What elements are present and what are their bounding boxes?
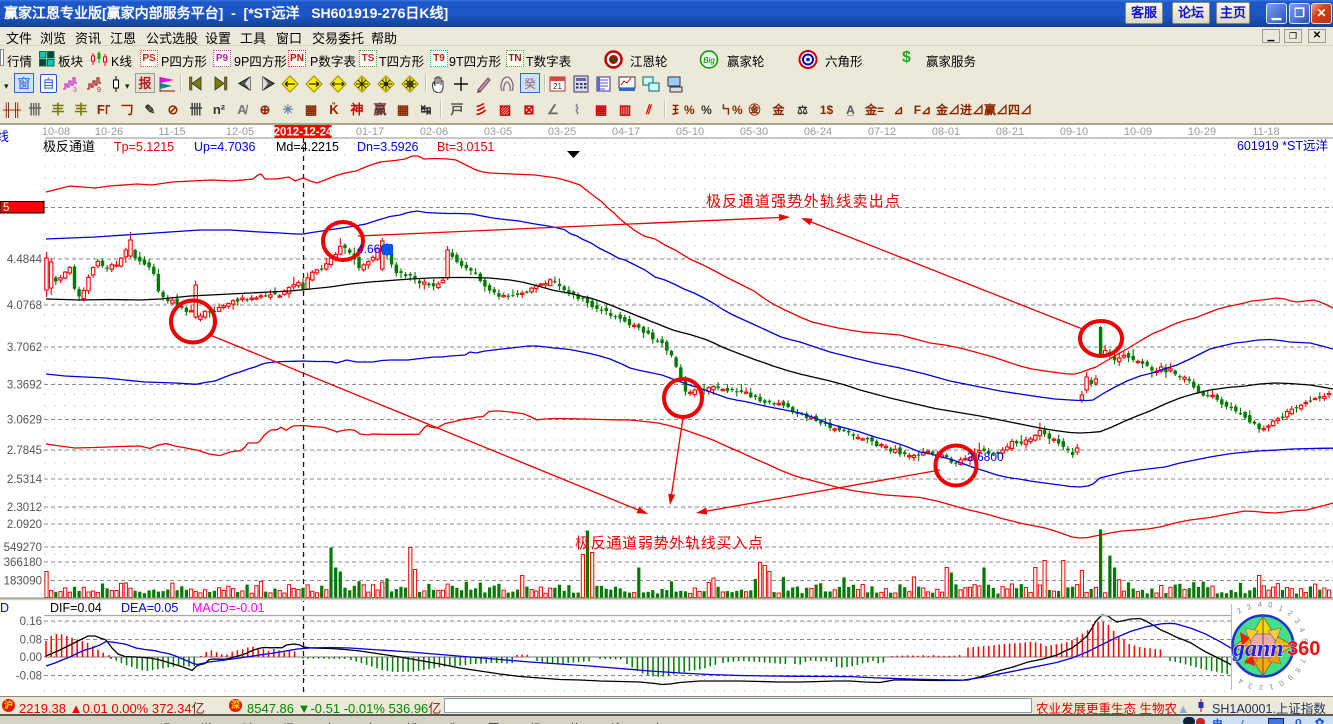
svg-text:0.16: 0.16 (20, 616, 42, 628)
svg-text:08-21: 08-21 (996, 126, 1024, 138)
svg-text:线: 线 (0, 129, 9, 144)
svg-text:2.6800: 2.6800 (967, 450, 1004, 464)
svg-text:0: 0 (1268, 600, 1273, 609)
svg-text:12-05: 12-05 (226, 126, 254, 138)
svg-text:360: 360 (1287, 638, 1320, 660)
svg-text:3: 3 (1247, 681, 1253, 691)
svg-text:09-10: 09-10 (1060, 126, 1088, 138)
svg-text:Bt=3.0151: Bt=3.0151 (437, 140, 494, 154)
svg-text:8: 8 (1293, 666, 1303, 674)
svg-text:601919 *ST远洋: 601919 *ST远洋 (1237, 138, 1328, 153)
svg-text:04-17: 04-17 (612, 126, 640, 138)
svg-text:7: 7 (1298, 657, 1308, 664)
svg-text:3.7062: 3.7062 (7, 342, 42, 354)
svg-text:07-12: 07-12 (868, 126, 896, 138)
svg-text:3: 3 (1292, 617, 1302, 626)
svg-text:10-29: 10-29 (1188, 126, 1216, 138)
svg-text:2: 2 (1286, 608, 1295, 618)
svg-text:2: 2 (1235, 606, 1244, 616)
svg-text:5: 5 (1300, 638, 1310, 644)
svg-text:2012-12-24: 2012-12-24 (274, 127, 333, 139)
svg-text:D: D (0, 601, 9, 615)
svg-text:0.00: 0.00 (20, 652, 42, 664)
svg-text:2: 2 (1259, 683, 1263, 692)
svg-text:2.3012: 2.3012 (7, 502, 42, 514)
svg-text:10-26: 10-26 (95, 126, 123, 138)
svg-text:0.08: 0.08 (20, 635, 42, 647)
svg-text:极反通道: 极反通道 (43, 139, 95, 154)
svg-text:DIF=0.04: DIF=0.04 (50, 601, 102, 615)
svg-text:DEA=0.05: DEA=0.05 (121, 601, 178, 615)
svg-text:4: 4 (1257, 600, 1262, 609)
svg-text:11-15: 11-15 (158, 126, 185, 138)
svg-text:Md=4.2215: Md=4.2215 (276, 140, 339, 154)
svg-text:2.5314: 2.5314 (7, 474, 43, 486)
svg-text:10-09: 10-09 (1124, 126, 1152, 138)
svg-text:2.0920: 2.0920 (7, 519, 42, 531)
svg-text:Dn=3.5926: Dn=3.5926 (357, 140, 419, 154)
svg-text:366180: 366180 (4, 557, 42, 569)
svg-text:11-18: 11-18 (1252, 126, 1279, 138)
svg-text:Tp=5.1215: Tp=5.1215 (114, 140, 174, 154)
svg-text:01-17: 01-17 (356, 126, 384, 138)
svg-text:05-10: 05-10 (676, 126, 704, 138)
svg-text:03-25: 03-25 (548, 126, 576, 138)
svg-text:gann: gann (1232, 636, 1284, 662)
svg-text:Up=4.7036: Up=4.7036 (194, 140, 256, 154)
svg-text:03-05: 03-05 (484, 126, 512, 138)
svg-text:05-30: 05-30 (740, 126, 768, 138)
svg-text:5: 5 (3, 202, 9, 214)
svg-text:4: 4 (1237, 676, 1245, 686)
svg-text:10-08: 10-08 (42, 126, 70, 138)
svg-text:极反通道强势外轨线卖出点: 极反通道强势外轨线卖出点 (706, 193, 900, 210)
svg-text:0: 0 (1277, 678, 1285, 688)
svg-text:1: 1 (1277, 604, 1284, 614)
svg-text:2.7845: 2.7845 (7, 445, 42, 457)
svg-text:02-06: 02-06 (420, 126, 448, 138)
svg-text:21: 21 (553, 82, 562, 91)
svg-text:Big: Big (703, 56, 715, 65)
svg-text:极反通道弱势外轨线买入点: 极反通道弱势外轨线买入点 (575, 535, 763, 552)
svg-text:9: 9 (1286, 673, 1295, 682)
svg-text:08-01: 08-01 (932, 126, 960, 138)
svg-text:3.0629: 3.0629 (7, 415, 42, 427)
svg-text:4: 4 (1297, 626, 1307, 634)
svg-text:9: 9 (97, 87, 101, 93)
svg-text:4.0768: 4.0768 (7, 300, 42, 312)
svg-text:06-24: 06-24 (804, 126, 832, 138)
svg-text:MACD=-0.01: MACD=-0.01 (192, 601, 265, 615)
svg-text:3: 3 (1245, 602, 1252, 612)
svg-text:4.4844: 4.4844 (7, 254, 43, 266)
svg-text:6: 6 (1301, 648, 1310, 653)
svg-text:3.3692: 3.3692 (7, 380, 42, 392)
svg-text:549270: 549270 (4, 542, 42, 554)
svg-text:1: 1 (1268, 682, 1274, 692)
svg-text:3: 3 (73, 87, 77, 93)
svg-text:183090: 183090 (4, 576, 42, 588)
svg-text:-0.08: -0.08 (16, 671, 42, 683)
